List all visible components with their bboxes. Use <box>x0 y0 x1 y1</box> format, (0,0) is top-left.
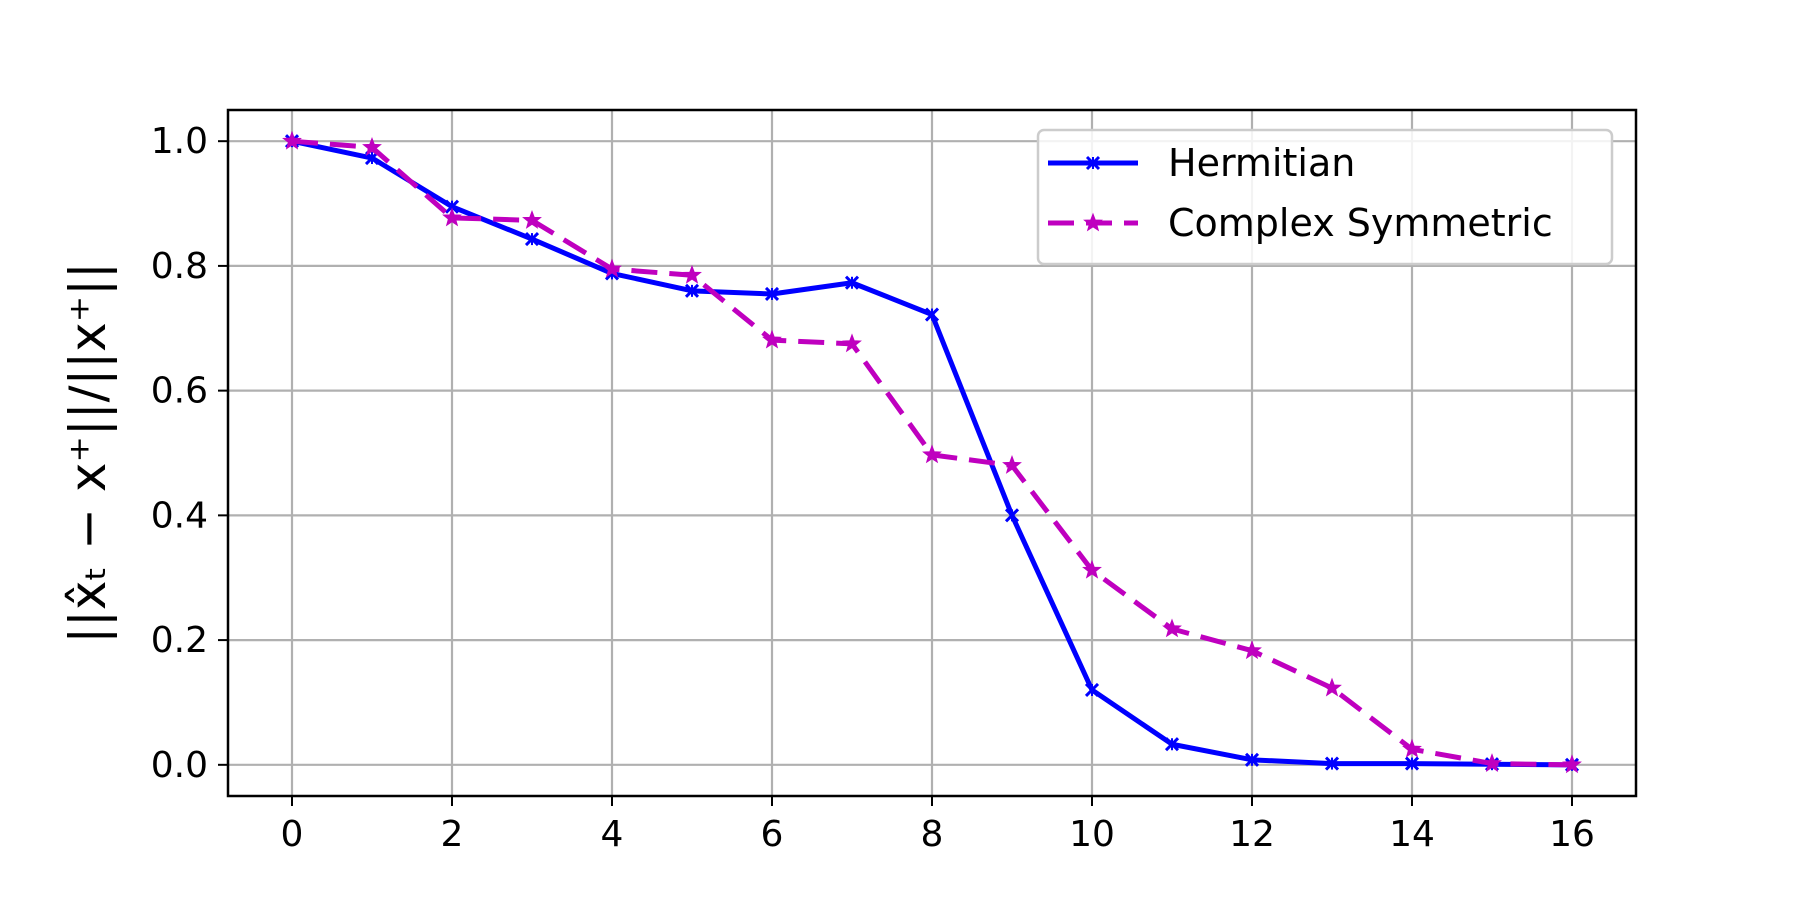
y-axis-label: ||x̂ₜ − x⁺||/||x⁺|| <box>59 262 117 644</box>
data-point <box>1004 508 1020 523</box>
data-point <box>1324 756 1340 771</box>
series-complex-symmetric <box>282 130 1582 774</box>
data-point <box>924 307 940 322</box>
x-axis: 0 2 4 6 8 10 12 14 16 <box>281 796 1595 855</box>
data-point <box>524 232 540 247</box>
legend: Hermitian Complex Symmetric <box>1036 128 1614 266</box>
data-point <box>922 444 942 464</box>
data-point <box>1084 682 1100 698</box>
data-point <box>764 286 780 302</box>
y-tick-label: 1.0 <box>151 121 208 162</box>
y-tick-label: 0.2 <box>151 620 208 661</box>
data-point <box>1402 738 1422 758</box>
data-point <box>1085 155 1101 171</box>
x-tick-label: 4 <box>601 814 624 855</box>
data-point <box>362 136 382 156</box>
data-point <box>1083 212 1103 232</box>
x-tick-label: 10 <box>1069 814 1115 855</box>
data-point <box>1404 756 1420 771</box>
y-tick-label: 0.4 <box>151 495 208 536</box>
y-tick-label: 0.0 <box>151 745 208 786</box>
y-tick-label: 0.6 <box>151 371 208 412</box>
data-point <box>282 130 302 150</box>
legend-label: Hermitian <box>1168 141 1355 185</box>
data-point <box>844 275 860 290</box>
x-tick-label: 12 <box>1229 814 1275 855</box>
x-tick-label: 6 <box>761 814 784 855</box>
data-point <box>1242 640 1262 660</box>
data-point <box>522 209 542 229</box>
data-point <box>1562 754 1582 774</box>
data-point <box>684 283 700 298</box>
x-tick-label: 14 <box>1389 814 1435 855</box>
legend-entry: Hermitian <box>1048 141 1355 185</box>
x-tick-label: 16 <box>1549 814 1595 855</box>
x-tick-label: 8 <box>921 814 944 855</box>
data-point <box>1482 753 1502 773</box>
data-point <box>442 207 462 227</box>
data-point <box>1164 737 1180 752</box>
x-tick-label: 2 <box>441 814 464 855</box>
x-tick-label: 0 <box>281 814 304 855</box>
data-point <box>682 264 702 284</box>
data-point <box>602 258 622 278</box>
data-point <box>1082 559 1102 579</box>
y-axis: 0.0 0.2 0.4 0.6 0.8 1.0 <box>151 121 228 786</box>
series-hermitian <box>284 134 1580 772</box>
data-point <box>1162 618 1182 638</box>
legend-box <box>1036 128 1614 266</box>
data-point <box>1322 677 1342 697</box>
data-point <box>762 329 782 349</box>
y-tick-label: 0.8 <box>151 246 208 287</box>
data-point <box>1244 752 1260 767</box>
series-layer <box>282 130 1582 774</box>
legend-label: Complex Symmetric <box>1168 201 1553 245</box>
legend-entry: Complex Symmetric <box>1048 201 1553 245</box>
data-point <box>842 333 862 353</box>
data-point <box>1002 455 1022 474</box>
